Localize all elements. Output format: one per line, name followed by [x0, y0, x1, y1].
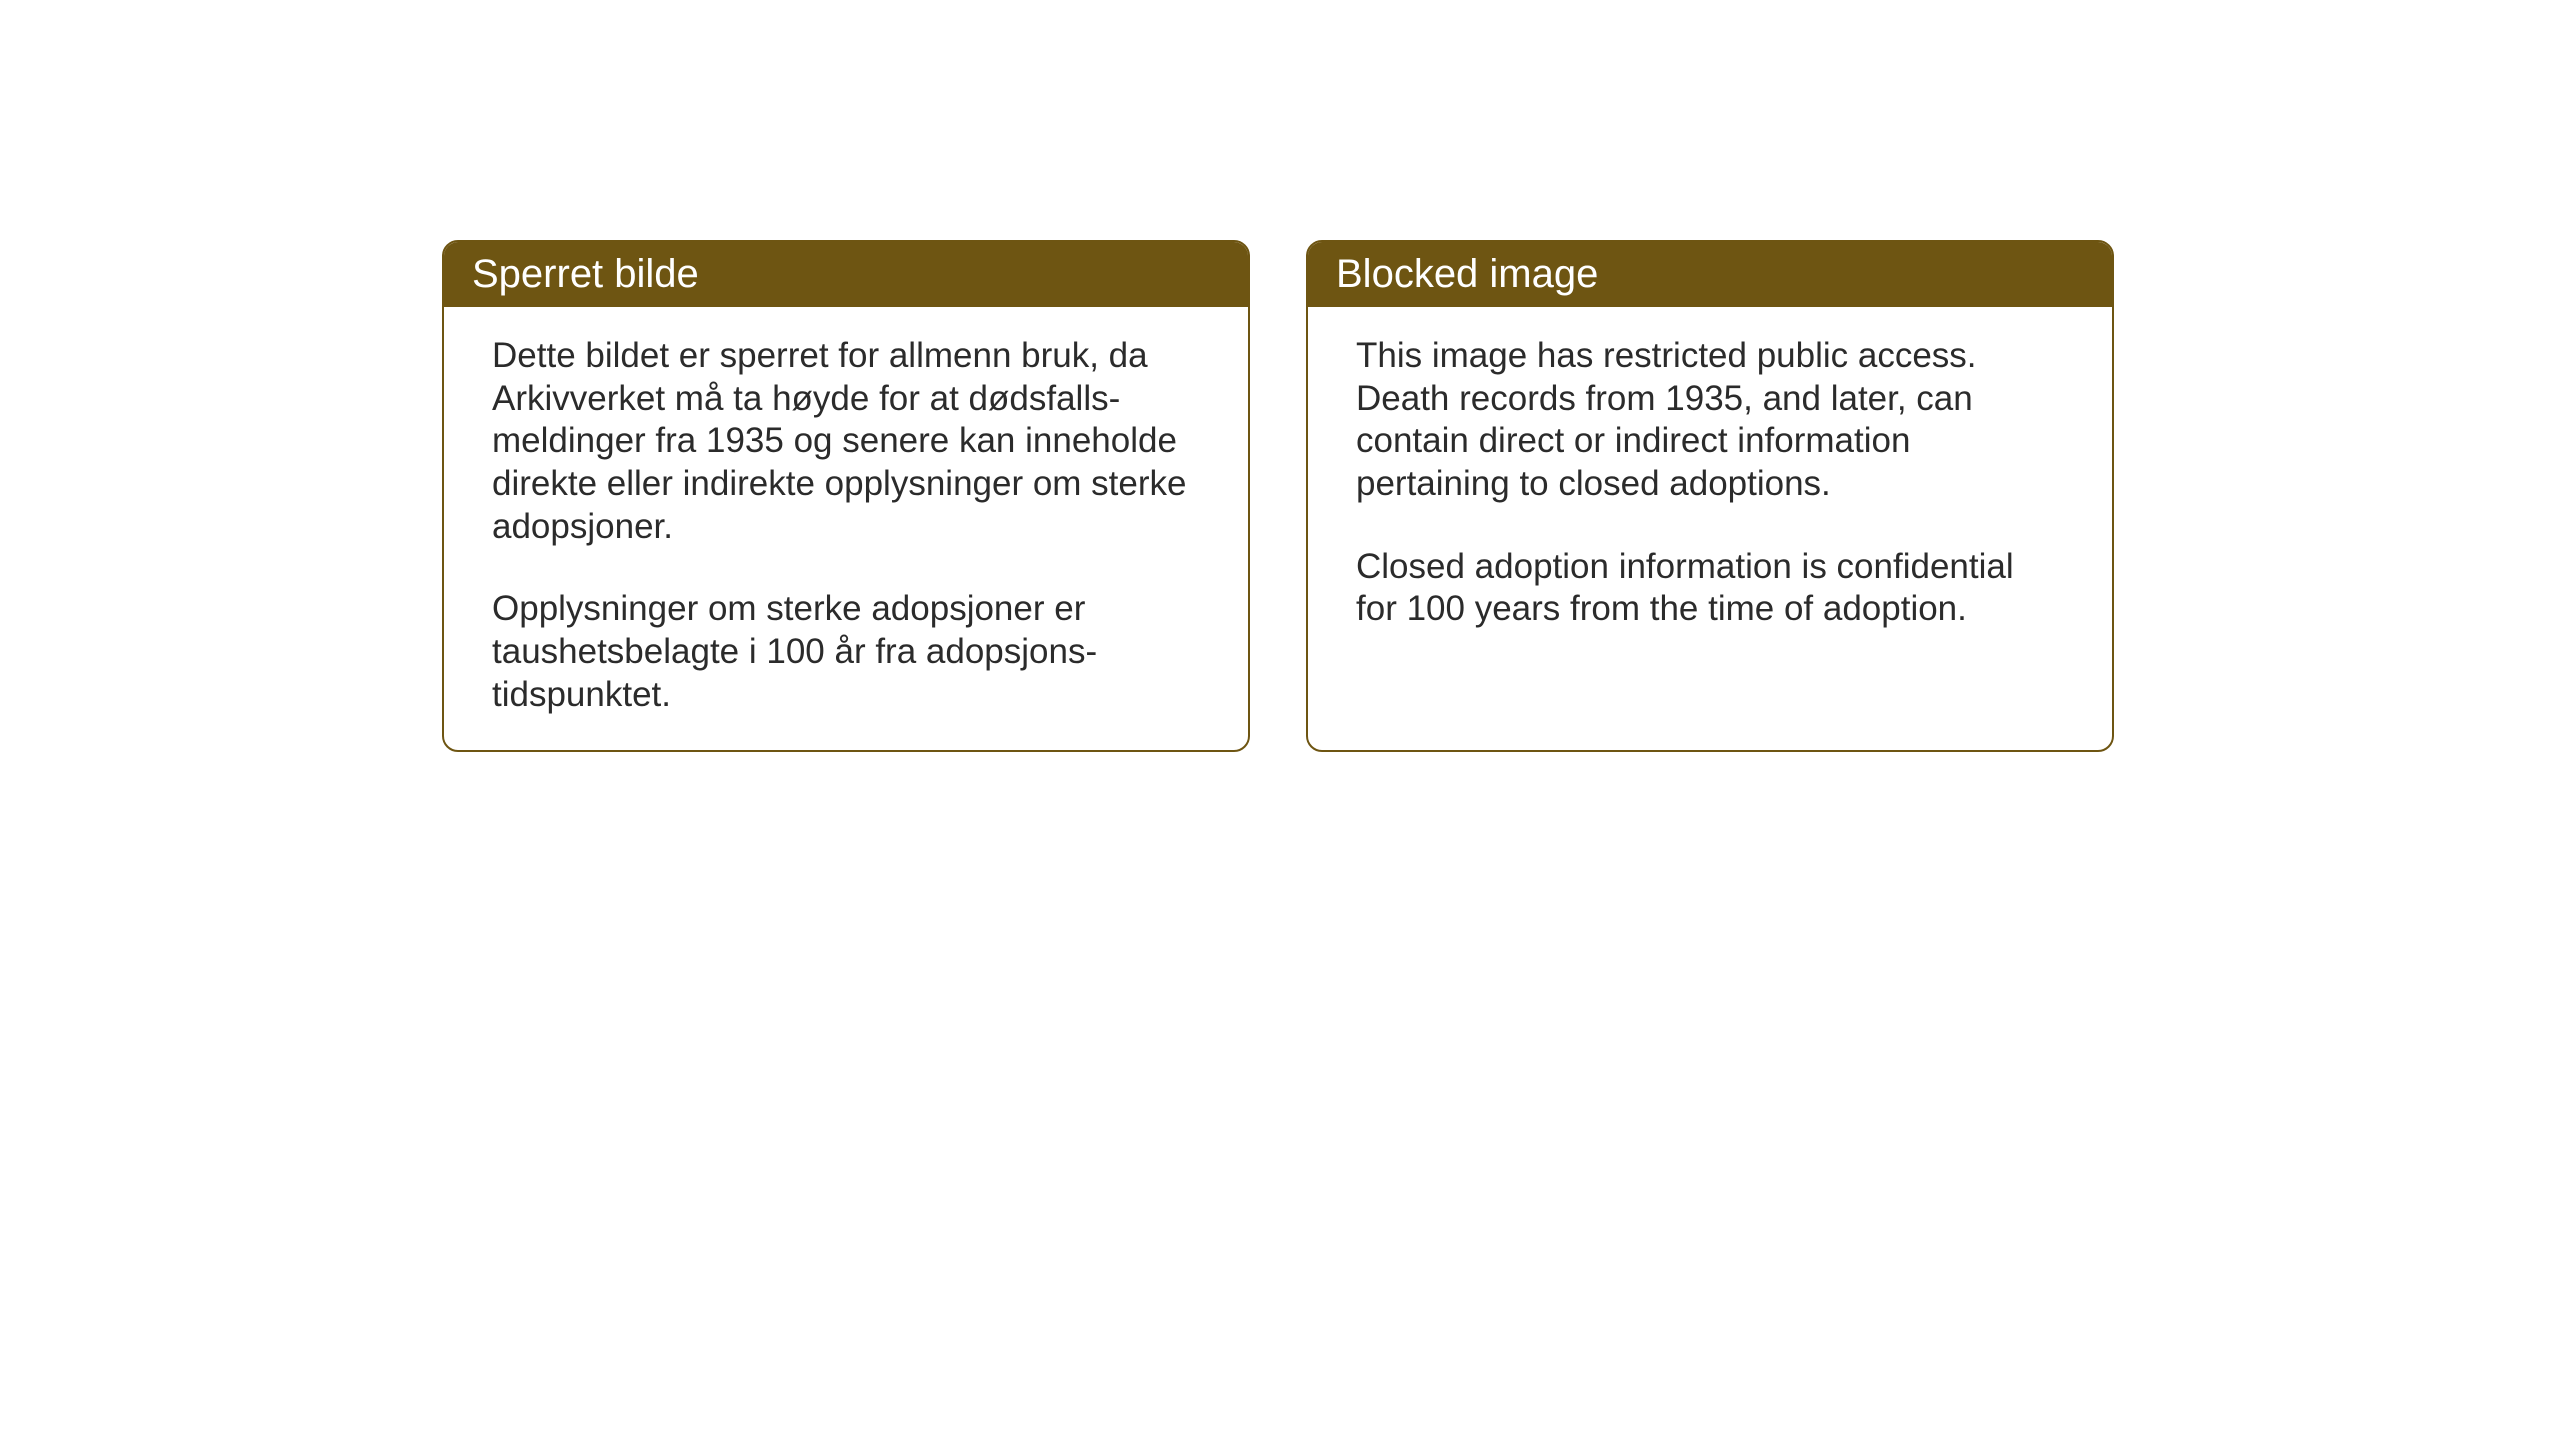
card-title-english: Blocked image	[1336, 252, 1598, 296]
paragraph-2-norwegian: Opplysninger om sterke adopsjoner er tau…	[492, 588, 1200, 716]
card-title-norwegian: Sperret bilde	[472, 252, 699, 296]
paragraph-1-english: This image has restricted public access.…	[1356, 335, 2064, 506]
card-body-norwegian: Dette bildet er sperret for allmenn bruk…	[444, 307, 1248, 752]
notice-card-english: Blocked image This image has restricted …	[1306, 240, 2114, 752]
paragraph-2-english: Closed adoption information is confident…	[1356, 546, 2064, 631]
card-header-norwegian: Sperret bilde	[444, 242, 1248, 307]
card-body-english: This image has restricted public access.…	[1308, 307, 2112, 675]
card-header-english: Blocked image	[1308, 242, 2112, 307]
paragraph-1-norwegian: Dette bildet er sperret for allmenn bruk…	[492, 335, 1200, 548]
notice-container: Sperret bilde Dette bildet er sperret fo…	[442, 240, 2114, 752]
notice-card-norwegian: Sperret bilde Dette bildet er sperret fo…	[442, 240, 1250, 752]
